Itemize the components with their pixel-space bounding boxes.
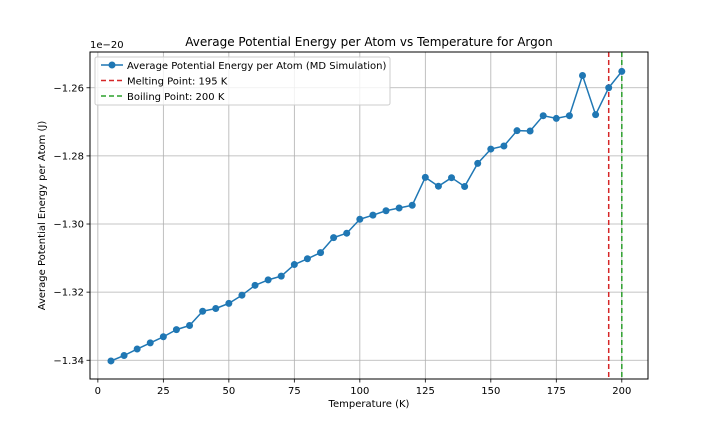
data-point bbox=[172, 326, 180, 334]
data-point bbox=[317, 249, 325, 257]
data-point bbox=[159, 333, 167, 341]
data-point bbox=[552, 114, 560, 122]
x-tick-label: 100 bbox=[350, 386, 369, 397]
data-point bbox=[277, 272, 285, 280]
legend: Average Potential Energy per Atom (MD Si… bbox=[94, 56, 391, 106]
y-tick-label: −1.28 bbox=[53, 151, 84, 162]
data-point bbox=[500, 142, 508, 150]
x-tick-label: 175 bbox=[547, 386, 566, 397]
data-point bbox=[146, 339, 154, 347]
series-layer bbox=[107, 67, 626, 365]
x-tick-label: 25 bbox=[157, 386, 170, 397]
plot-background bbox=[90, 52, 648, 379]
data-point bbox=[107, 357, 115, 365]
data-point bbox=[579, 72, 587, 80]
x-axis-label: Temperature (K) bbox=[328, 399, 410, 410]
data-point bbox=[421, 173, 429, 181]
y-tick-label: −1.26 bbox=[53, 83, 84, 94]
data-point bbox=[382, 207, 390, 215]
data-point bbox=[592, 111, 600, 119]
data-point bbox=[474, 159, 482, 167]
data-point bbox=[186, 322, 194, 330]
x-tick-label: 200 bbox=[612, 386, 631, 397]
x-tick-label: 150 bbox=[481, 386, 500, 397]
data-point bbox=[605, 84, 613, 92]
y-tick-label: −1.32 bbox=[53, 288, 84, 299]
data-point bbox=[343, 229, 351, 237]
data-point bbox=[461, 183, 469, 191]
data-point bbox=[238, 291, 246, 299]
x-tick-label: 50 bbox=[222, 386, 235, 397]
y-offset-label: 1e−20 bbox=[90, 40, 124, 51]
y-axis-label: Average Potential Energy per Atom (J) bbox=[37, 121, 48, 311]
x-tick-label: 75 bbox=[288, 386, 301, 397]
data-point bbox=[303, 255, 311, 263]
legend-label-boiling: Boiling Point: 200 K bbox=[127, 92, 225, 103]
data-point bbox=[251, 281, 259, 289]
data-point bbox=[526, 127, 534, 135]
data-point bbox=[565, 112, 573, 120]
data-point bbox=[225, 299, 233, 307]
data-point bbox=[434, 182, 442, 190]
legend-box bbox=[94, 56, 391, 106]
data-point bbox=[395, 204, 403, 212]
data-point bbox=[120, 351, 128, 359]
data-point bbox=[330, 234, 338, 242]
legend-label-series: Average Potential Energy per Atom (MD Si… bbox=[127, 61, 387, 72]
legend-marker-series bbox=[108, 61, 116, 69]
y-tick-label: −1.34 bbox=[53, 356, 84, 367]
y-axis-ticks: −1.34 −1.32 −1.30 −1.28 −1.26 bbox=[53, 83, 90, 367]
data-point bbox=[513, 127, 521, 135]
chart-title: Average Potential Energy per Atom vs Tem… bbox=[185, 35, 552, 49]
data-point bbox=[212, 304, 220, 312]
data-point bbox=[264, 276, 272, 284]
x-tick-label: 125 bbox=[416, 386, 435, 397]
data-point bbox=[618, 67, 626, 75]
data-point bbox=[487, 145, 495, 153]
data-point bbox=[199, 307, 207, 315]
data-point bbox=[369, 211, 377, 219]
y-tick-label: −1.30 bbox=[53, 220, 84, 231]
data-point bbox=[290, 261, 298, 269]
data-point bbox=[133, 345, 141, 353]
data-point bbox=[539, 112, 547, 120]
series-line bbox=[110, 70, 623, 362]
reference-lines bbox=[607, 52, 623, 379]
data-point bbox=[448, 174, 456, 182]
data-point bbox=[356, 215, 364, 223]
data-point bbox=[408, 201, 416, 209]
plot-frame bbox=[89, 51, 649, 380]
x-axis-ticks: 0 25 50 75 100 125 150 175 200 bbox=[95, 379, 631, 397]
x-tick-label: 0 bbox=[95, 386, 101, 397]
legend-label-melting: Melting Point: 195 K bbox=[127, 77, 228, 88]
